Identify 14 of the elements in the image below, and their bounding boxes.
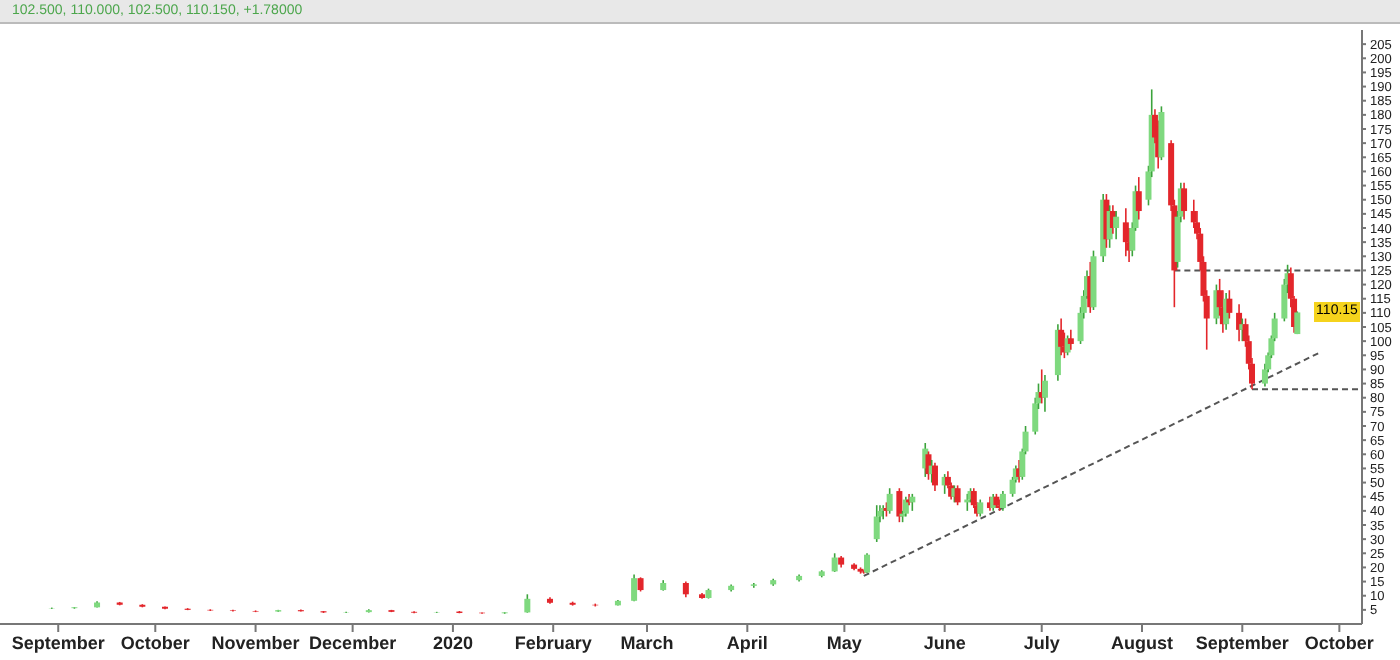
x-tick-label: August bbox=[1111, 632, 1174, 653]
x-tick-label: 2020 bbox=[432, 632, 473, 653]
x-tick-label: September bbox=[1195, 632, 1290, 653]
x-tick-label: May bbox=[826, 632, 862, 653]
x-tick-label: February bbox=[514, 632, 592, 653]
x-tick-label: April bbox=[726, 632, 768, 653]
x-tick-label: July bbox=[1023, 632, 1060, 653]
x-tick-label: June bbox=[923, 632, 966, 653]
x-tick-label: December bbox=[309, 632, 398, 653]
x-tick-label: October bbox=[120, 632, 191, 653]
x-tick-label: March bbox=[620, 632, 674, 653]
x-tick-label: September bbox=[11, 632, 106, 653]
x-tick-label: October bbox=[1304, 632, 1375, 653]
x-tick-label: November bbox=[211, 632, 301, 653]
